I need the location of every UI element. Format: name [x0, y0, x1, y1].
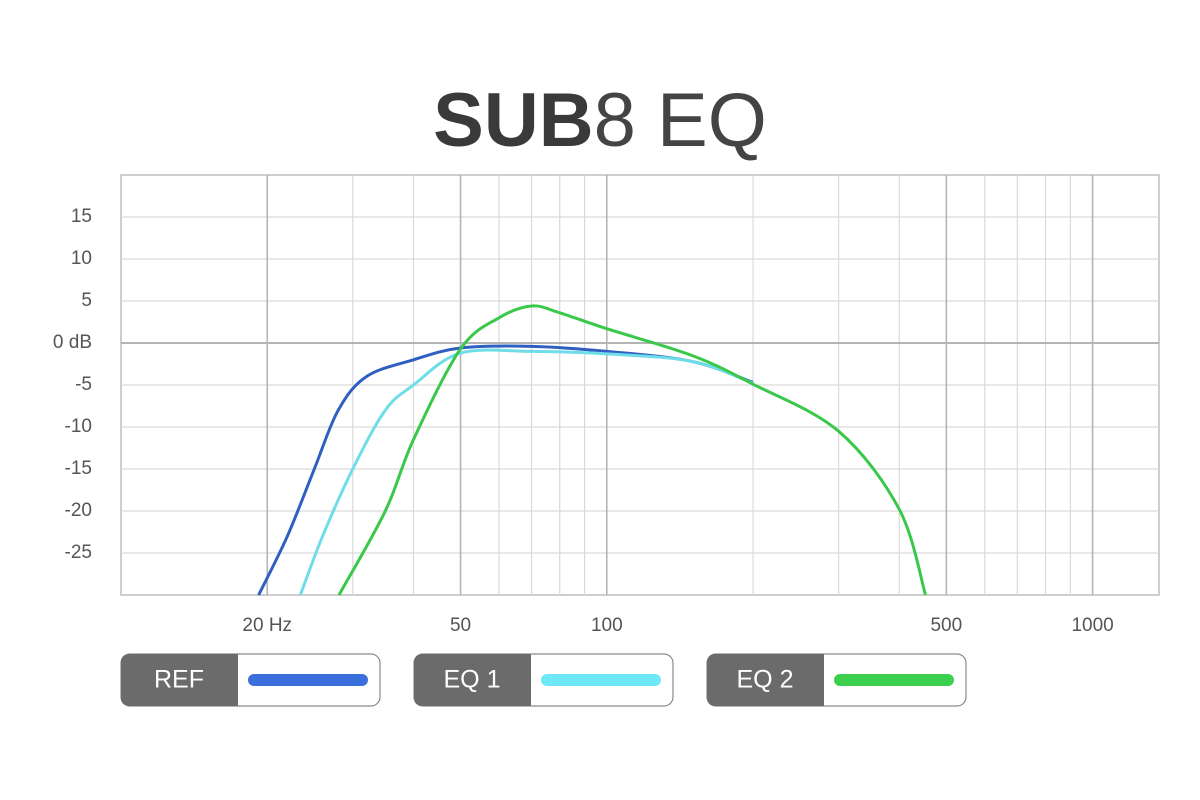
- y-tick-label: -20: [65, 500, 92, 521]
- legend-label: EQ 2: [737, 666, 794, 694]
- y-tick-label: -5: [75, 374, 92, 395]
- plot: 15 10 5 0 dB -5 -10 -15 -20 -25 20 Hz 50 100 500 1000: [53, 174, 1160, 636]
- y-tick-label: 15: [71, 206, 92, 227]
- legend: REF EQ 1 EQ 2: [120, 653, 967, 707]
- legend-label: REF: [154, 666, 204, 694]
- title-bold: SUB: [433, 78, 593, 163]
- y-tick-label: -15: [65, 458, 92, 479]
- legend-toggle[interactable]: EQ 2: [706, 653, 967, 707]
- toggle-label-bg: [707, 654, 824, 706]
- title-light: 8 EQ: [594, 78, 767, 163]
- y-tick-label: 10: [71, 248, 92, 269]
- x-tick-label: 1000: [1071, 615, 1113, 636]
- eq-curve: [337, 304, 927, 596]
- legend-label: EQ 1: [444, 666, 501, 694]
- y-tick-label: -25: [65, 542, 92, 563]
- y-tick-label: 0 dB: [53, 332, 92, 353]
- toggle-label-bg: [414, 654, 531, 706]
- x-tick-label: 20 Hz: [242, 615, 292, 636]
- eq-curve: [298, 348, 754, 596]
- x-tick-label: 50: [450, 615, 471, 636]
- y-tick-label: -10: [65, 416, 92, 437]
- x-tick-label: 100: [591, 615, 623, 636]
- legend-toggle[interactable]: EQ 1: [413, 653, 674, 707]
- y-tick-label: 5: [81, 290, 92, 311]
- chart-title: SUB8 EQ: [433, 78, 767, 163]
- x-tick-label: 500: [930, 615, 962, 636]
- legend-toggle[interactable]: REF: [120, 653, 381, 707]
- toggle-label-bg: [121, 654, 238, 706]
